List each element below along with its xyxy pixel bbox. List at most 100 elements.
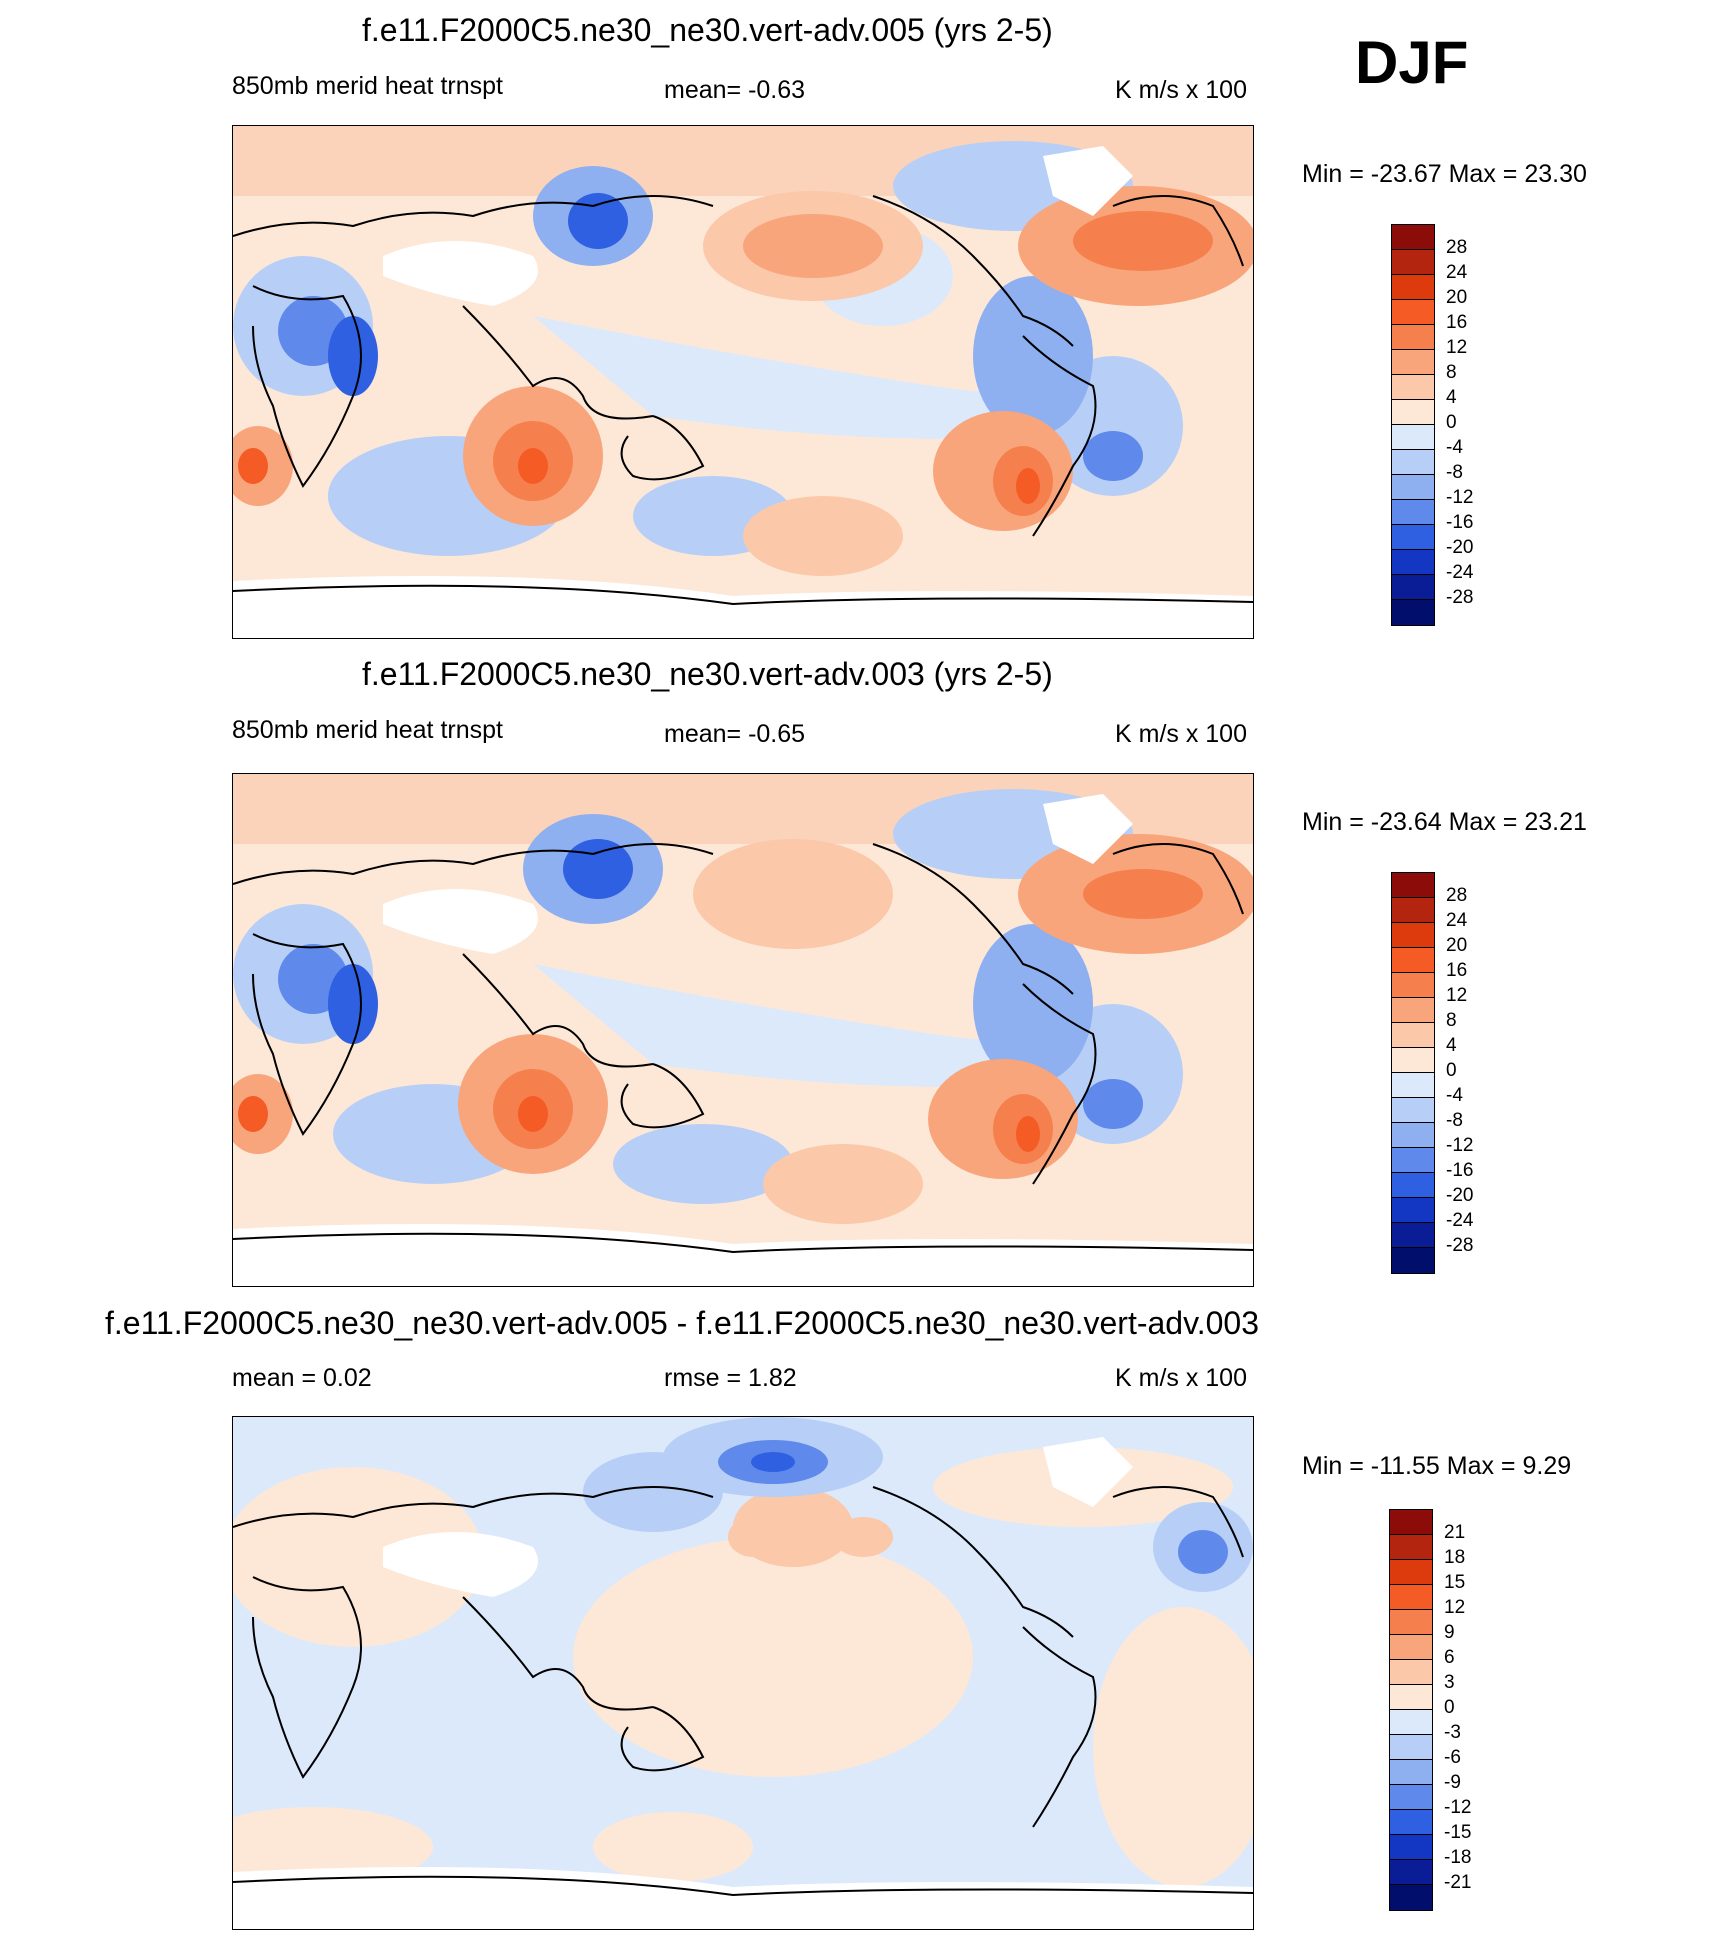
panel-2-left-label: 850mb merid heat trnspt — [232, 716, 503, 744]
colorbar-tick-label: -20 — [1446, 1185, 1474, 1206]
panel-3-colorbar-cell — [1390, 1635, 1432, 1660]
colorbar-tick-label: 12 — [1446, 985, 1468, 1006]
colorbar-tick-label: 28 — [1446, 237, 1468, 258]
colorbar-tick-label: 6 — [1444, 1647, 1455, 1668]
colorbar-tick-label: -4 — [1446, 437, 1463, 458]
colorbar-tick-label: -28 — [1446, 1235, 1474, 1256]
panel-2-colorbar-cell — [1392, 1248, 1434, 1273]
panel-3-colorbar-cell — [1390, 1510, 1432, 1535]
panel-2-colorbar-cell — [1392, 1173, 1434, 1198]
panel-1-colorbar-cell — [1392, 275, 1434, 300]
panel-1-colorbar-cell — [1392, 400, 1434, 425]
panel-2-colorbar-cell — [1392, 1198, 1434, 1223]
panel-2-colorbar-cell — [1392, 1048, 1434, 1073]
colorbar-tick-label: -24 — [1446, 1210, 1474, 1231]
panel-1-colorbar-cell — [1392, 475, 1434, 500]
colorbar-tick-label: 18 — [1444, 1547, 1466, 1568]
panel-1-colorbar-cell — [1392, 525, 1434, 550]
panel-2-colorbar-cell — [1392, 1223, 1434, 1248]
panel-2-colorbar-cell — [1392, 923, 1434, 948]
colorbar-tick-label: 4 — [1446, 1035, 1457, 1056]
panel-1-colorbar-cell — [1392, 250, 1434, 275]
panel-2-colorbar-cell — [1392, 898, 1434, 923]
panel-3-colorbar-cell — [1390, 1860, 1432, 1885]
colorbar-tick-label: -12 — [1444, 1797, 1472, 1818]
panel-2-minmax: Min = -23.64 Max = 23.21 — [1302, 808, 1587, 836]
panel-2-mean-label: mean= -0.65 — [664, 720, 806, 748]
colorbar-tick-label: 9 — [1444, 1622, 1455, 1643]
colorbar-tick-label: 0 — [1444, 1697, 1455, 1718]
panel-3-colorbar — [1389, 1509, 1433, 1911]
colorbar-tick-label: -28 — [1446, 587, 1474, 608]
panel-2-colorbar-cell — [1392, 1023, 1434, 1048]
panel-1-colorbar-cell — [1392, 550, 1434, 575]
colorbar-tick-label: -21 — [1444, 1872, 1472, 1893]
panel-3-colorbar-cell — [1390, 1760, 1432, 1785]
panel-2-colorbar-cell — [1392, 1148, 1434, 1173]
panel-1-colorbar-cell — [1392, 500, 1434, 525]
panel-3-title: f.e11.F2000C5.ne30_ne30.vert-adv.005 - f… — [105, 1305, 1259, 1341]
panel-1-colorbar-cell — [1392, 325, 1434, 350]
panel-2-map — [232, 773, 1254, 1287]
panel-3-units-label: K m/s x 100 — [1115, 1364, 1247, 1392]
panel-3-colorbar-cell — [1390, 1735, 1432, 1760]
panel-3-colorbar-cell — [1390, 1610, 1432, 1635]
colorbar-tick-label: -15 — [1444, 1822, 1472, 1843]
panel-1-map — [232, 125, 1254, 639]
panel-3-colorbar-cell — [1390, 1785, 1432, 1810]
panel-1-colorbar-cell — [1392, 225, 1434, 250]
panel-3-minmax: Min = -11.55 Max = 9.29 — [1302, 1452, 1572, 1480]
colorbar-tick-label: -12 — [1446, 487, 1474, 508]
panel-3-mean-label: mean = 0.02 — [232, 1364, 372, 1392]
colorbar-tick-label: 21 — [1444, 1522, 1466, 1543]
panel-3-colorbar-cell — [1390, 1835, 1432, 1860]
colorbar-tick-label: 8 — [1446, 1010, 1457, 1031]
colorbar-tick-label: -8 — [1446, 462, 1463, 483]
panel-3-colorbar-cell — [1390, 1535, 1432, 1560]
panel-2-colorbar-cell — [1392, 873, 1434, 898]
colorbar-tick-label: -8 — [1446, 1110, 1463, 1131]
panel-3-colorbar-cell — [1390, 1560, 1432, 1585]
panel-3-colorbar-cell — [1390, 1585, 1432, 1610]
panel-1-minmax: Min = -23.67 Max = 23.30 — [1302, 160, 1587, 188]
panel-1-colorbar-cell — [1392, 300, 1434, 325]
panel-1-colorbar-cell — [1392, 425, 1434, 450]
colorbar-tick-label: 12 — [1444, 1597, 1466, 1618]
colorbar-tick-label: 0 — [1446, 412, 1457, 433]
colorbar-tick-label: 24 — [1446, 262, 1468, 283]
panel-1-colorbar-cell — [1392, 600, 1434, 625]
panel-1-left-label: 850mb merid heat trnspt — [232, 72, 503, 100]
colorbar-tick-label: 12 — [1446, 337, 1468, 358]
panel-2-colorbar — [1391, 872, 1435, 1274]
colorbar-tick-label: -16 — [1446, 1160, 1474, 1181]
panel-1-colorbar-cell — [1392, 575, 1434, 600]
panel-3-colorbar-cell — [1390, 1660, 1432, 1685]
panel-2-units-label: K m/s x 100 — [1115, 720, 1247, 748]
panel-3-colorbar-cell — [1390, 1710, 1432, 1735]
colorbar-tick-label: 28 — [1446, 885, 1468, 906]
panel-3-colorbar-cell — [1390, 1810, 1432, 1835]
colorbar-tick-label: -16 — [1446, 512, 1474, 533]
panel-2-colorbar-cell — [1392, 998, 1434, 1023]
colorbar-tick-label: -12 — [1446, 1135, 1474, 1156]
panel-2-title: f.e11.F2000C5.ne30_ne30.vert-adv.003 (yr… — [362, 656, 1053, 692]
panel-3-colorbar-cell — [1390, 1885, 1432, 1910]
colorbar-tick-label: 16 — [1446, 312, 1468, 333]
panel-1-colorbar-cell — [1392, 375, 1434, 400]
panel-1-mean-label: mean= -0.63 — [664, 76, 806, 104]
panel-2-colorbar-cell — [1392, 1098, 1434, 1123]
colorbar-tick-label: 20 — [1446, 935, 1468, 956]
colorbar-tick-label: 24 — [1446, 910, 1468, 931]
panel-1-colorbar — [1391, 224, 1435, 626]
colorbar-tick-label: -4 — [1446, 1085, 1463, 1106]
colorbar-tick-label: -20 — [1446, 537, 1474, 558]
colorbar-tick-label: -18 — [1444, 1847, 1472, 1868]
panel-2-colorbar-cell — [1392, 973, 1434, 998]
colorbar-tick-label: 0 — [1446, 1060, 1457, 1081]
season-label: DJF — [1355, 29, 1469, 96]
colorbar-tick-label: 20 — [1446, 287, 1468, 308]
panel-1-title: f.e11.F2000C5.ne30_ne30.vert-adv.005 (yr… — [362, 12, 1053, 48]
colorbar-tick-label: 8 — [1446, 362, 1457, 383]
colorbar-tick-label: 4 — [1446, 387, 1457, 408]
colorbar-tick-label: -9 — [1444, 1772, 1461, 1793]
